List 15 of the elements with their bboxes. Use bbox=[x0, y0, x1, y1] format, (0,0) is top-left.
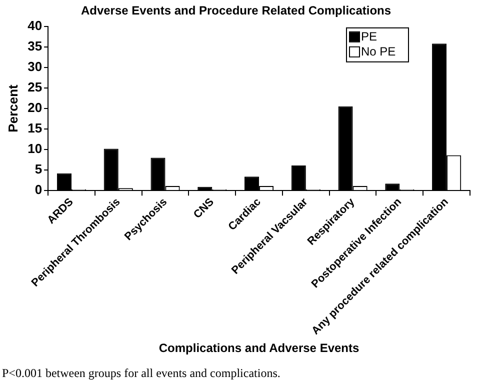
legend-label: PE bbox=[361, 30, 378, 44]
y-tick-label: 30 bbox=[28, 59, 42, 74]
chart-title: Adverse Events and Procedure Related Complications bbox=[80, 4, 392, 18]
y-tick-label: 5 bbox=[34, 162, 42, 177]
y-tick-label: 15 bbox=[28, 120, 42, 136]
y-tick-label: 25 bbox=[28, 80, 42, 95]
y-tick-label: 20 bbox=[28, 100, 42, 116]
y-tick-label: 40 bbox=[28, 18, 42, 33]
y-tick-label: 35 bbox=[28, 38, 42, 54]
text: P<0.001 between groups for all events and complications. bbox=[2, 366, 280, 380]
y-axis-title: Percent bbox=[5, 84, 20, 132]
y-tick-label: 0 bbox=[34, 182, 42, 198]
x-axis-title: Complications and Adverse Events bbox=[158, 341, 360, 356]
y-tick-label: 10 bbox=[28, 141, 42, 156]
legend-label: No PE bbox=[361, 44, 396, 59]
